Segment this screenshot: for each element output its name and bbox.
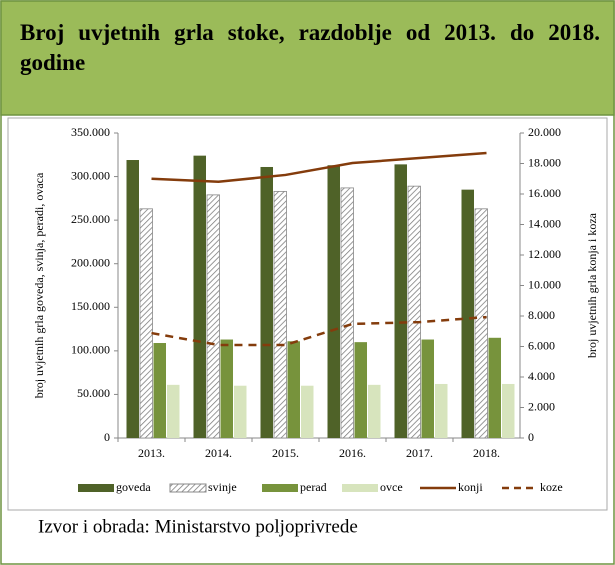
y2-tick-label: 12.000 <box>528 247 561 261</box>
bar <box>474 208 488 439</box>
legend-label: koze <box>540 480 563 494</box>
line <box>151 315 487 347</box>
source: Izvor i obrada: Ministarstvo poljoprivre… <box>38 516 358 537</box>
bar <box>407 185 421 439</box>
y2-tick-label: 16.000 <box>528 186 561 200</box>
y2-tick-label: 14.000 <box>528 216 561 230</box>
y-tick-label: 350.000 <box>71 125 110 139</box>
x-tick-label: 2018. <box>473 446 500 460</box>
y-tick-label: 300.000 <box>71 168 110 182</box>
legend-swatch <box>342 484 378 492</box>
bar <box>260 166 273 438</box>
legend-label: svinje <box>208 480 237 494</box>
x-tick-label: 2013. <box>138 446 165 460</box>
x-tick-label: 2017. <box>406 446 433 460</box>
y-tick-label: 250.000 <box>71 212 110 226</box>
line <box>151 151 487 184</box>
y-tick-label: 150.000 <box>71 299 110 313</box>
bar <box>167 384 180 438</box>
header-bg <box>0 0 615 116</box>
y2-tick-label: 18.000 <box>528 155 561 169</box>
bar <box>126 160 139 438</box>
y-tick-label: 50.000 <box>77 386 110 400</box>
bar <box>340 187 354 439</box>
bar <box>368 384 381 438</box>
bar <box>153 343 166 438</box>
bar <box>193 155 206 438</box>
y2-axis-label: broj uvjetnih grla konja i koza <box>585 212 599 358</box>
bar <box>327 165 340 438</box>
bar <box>273 190 287 439</box>
x-tick-label: 2015. <box>272 446 299 460</box>
header-title: Broj uvjetnih grla stoke, razdoblje od 2… <box>20 20 600 75</box>
bar <box>502 383 515 438</box>
y2-tick-label: 0 <box>528 430 534 444</box>
bar <box>421 339 434 438</box>
bar <box>354 342 367 438</box>
y2-tick-label: 6.000 <box>528 338 555 352</box>
bar <box>435 383 448 438</box>
y2-tick-label: 2.000 <box>528 399 555 413</box>
y-tick-label: 200.000 <box>71 255 110 269</box>
y2-tick-label: 20.000 <box>528 125 561 139</box>
chart-area <box>7 117 608 511</box>
bar <box>220 339 233 438</box>
x-tick-label: 2016. <box>339 446 366 460</box>
y2-tick-label: 8.000 <box>528 308 555 322</box>
bar <box>234 385 247 438</box>
legend-label: perad <box>300 480 327 494</box>
legend-swatch <box>262 484 298 492</box>
bar <box>394 164 407 438</box>
header: Broj uvjetnih grla stoke, razdoblje od 2… <box>20 20 600 75</box>
legend-swatch <box>78 484 114 492</box>
bar <box>488 337 501 438</box>
y2-tick-label: 10.000 <box>528 277 561 291</box>
legend-label: ovce <box>380 480 403 494</box>
bar <box>139 208 153 439</box>
bar <box>461 189 474 438</box>
legend-label: konji <box>458 480 483 494</box>
y2-tick-label: 4.000 <box>528 369 555 383</box>
legend-label: goveda <box>116 480 151 494</box>
legend-swatch <box>169 483 207 493</box>
bar <box>287 341 300 438</box>
y-tick-label: 100.000 <box>71 343 110 357</box>
bar <box>206 194 220 439</box>
y-tick-label: 0 <box>104 430 110 444</box>
bar <box>301 385 314 438</box>
y-axis-label: broj uvjetnih grla goveda, svinja, perad… <box>32 172 46 398</box>
x-tick-label: 2014. <box>205 446 232 460</box>
